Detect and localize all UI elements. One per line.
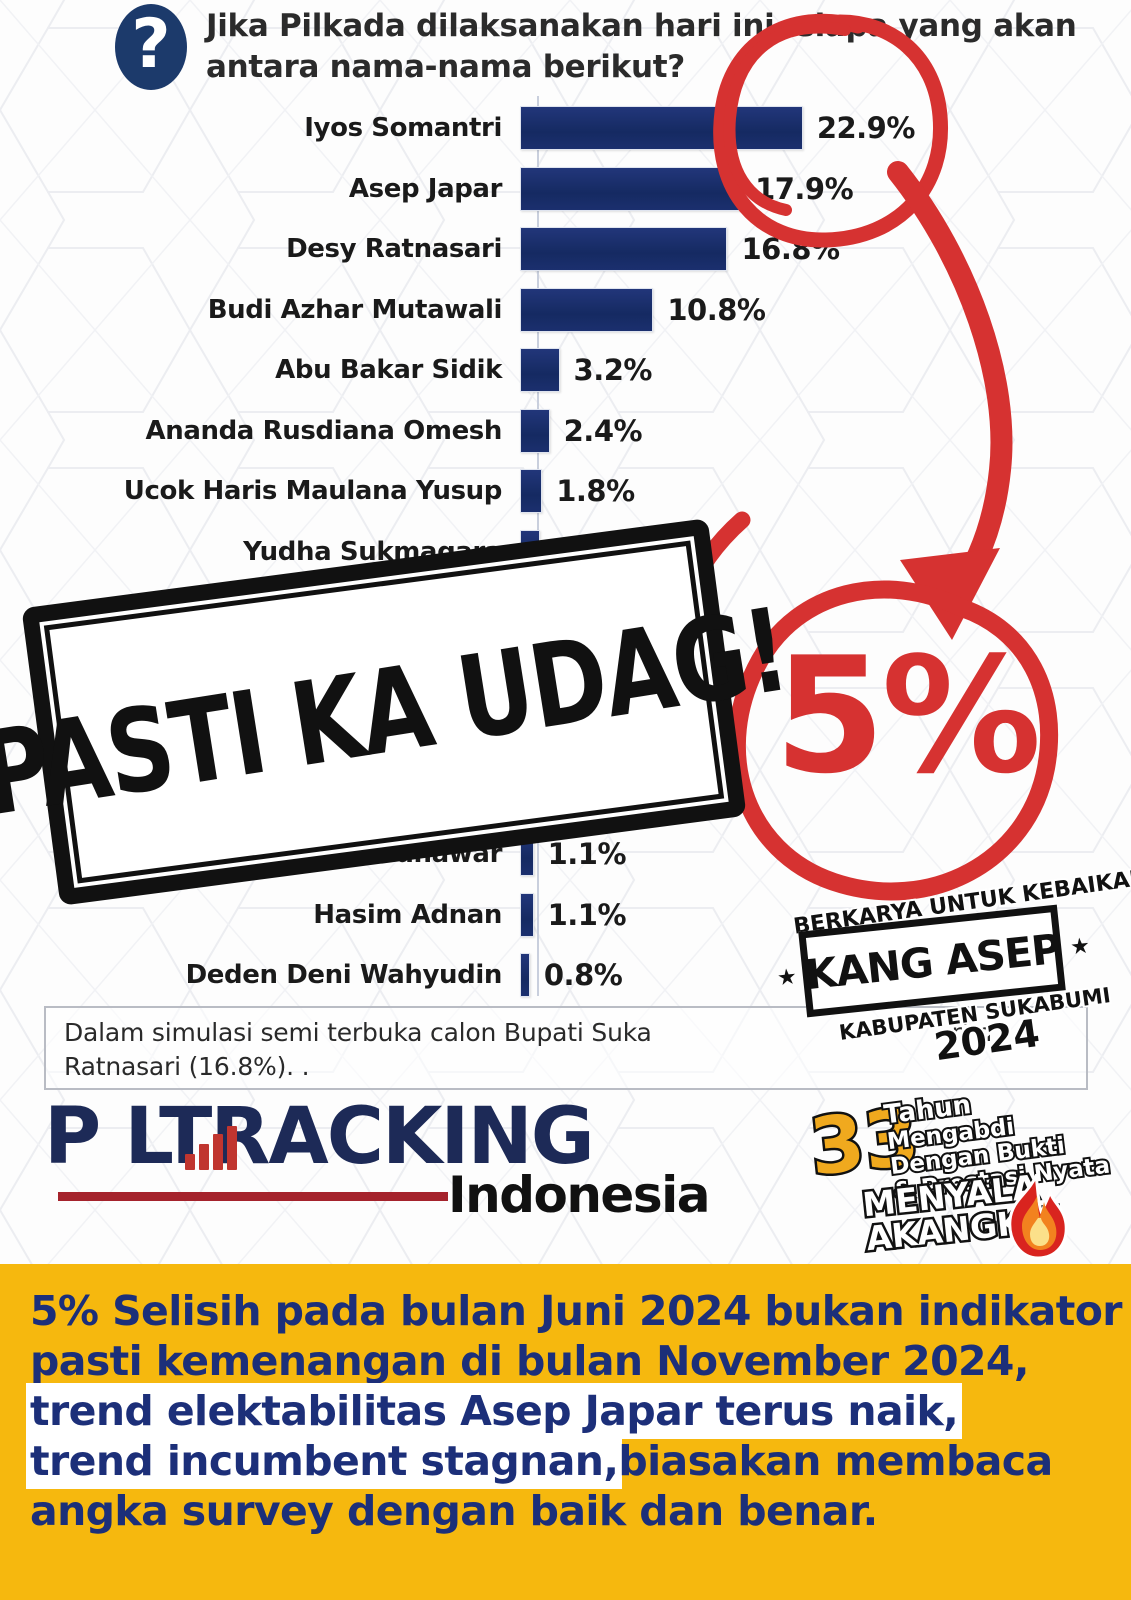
footnote-box: Dalam simulasi semi terbuka calon Bupati…: [44, 1006, 1088, 1090]
poltracking-wordmark: P LTRACKING: [44, 1092, 595, 1182]
question-mark-icon: ?: [112, 2, 190, 94]
star-icon-left: ★: [775, 963, 798, 991]
caption-line-5: angka survey dengan baik dan benar.: [30, 1487, 878, 1536]
bar-fill: [520, 287, 654, 332]
bar-category-label: Asep Japar: [348, 173, 502, 204]
bar-value-label: 10.8%: [667, 292, 766, 327]
bar-row: Ananda Rusdiana Omesh 2.4%: [0, 401, 1131, 462]
five-percent-annotation: 5%: [774, 622, 1042, 809]
bar-row: Hasim Adnan 1.1%: [0, 885, 1131, 946]
bar-value-label: 22.9%: [816, 111, 916, 146]
bar-track: 0.8%: [520, 953, 623, 998]
bar-row: Budi Azhar Mutawali 10.8%: [0, 280, 1131, 341]
bar-track: 2.4%: [520, 408, 643, 453]
caption-line-3: trend elektabilitas Asep Japar terus nai…: [30, 1386, 1101, 1436]
bar-category-label: Desy Ratnasari: [286, 234, 502, 265]
bar-track: 22.9%: [520, 106, 916, 151]
caption-line-3-text: trend elektabilitas Asep Japar terus nai…: [30, 1387, 959, 1436]
poltracking-bars-icon: [185, 1126, 237, 1170]
footnote-line-1: Dalam simulasi semi terbuka calon Bupati…: [64, 1018, 992, 1047]
bar-fill: [520, 348, 560, 393]
pasti-ka-udag-stamp: PASTI KA UDAG!: [0, 518, 795, 906]
survey-question: ? Jika Pilkada dilaksanakan hari ini, si…: [112, 2, 1122, 98]
caption-line-4b-text: biasakan membaca: [618, 1437, 1053, 1486]
poltracking-underline: [58, 1192, 448, 1201]
bar-category-label: Abu Bakar Sidik: [275, 355, 502, 386]
bar-category-label: Ananda Rusdiana Omesh: [145, 415, 503, 446]
bar-track: 17.9%: [520, 166, 854, 211]
caption-line-1: 5% Selisih pada bulan Juni 2024 bukan in…: [30, 1287, 1123, 1335]
caption-line-4: trend incumbent stagnan,biasakan membaca: [30, 1436, 1101, 1486]
poltracking-indonesia: Indonesia: [448, 1166, 711, 1224]
bar-row: Iyos Somantri 22.9%: [0, 98, 1131, 159]
bar-track: 3.2%: [520, 348, 653, 393]
kang-asep-badge: BERKARYA UNTUK KEBAIKAN ★ KANG ASEP ★ KA…: [776, 863, 1131, 1071]
bar-fill: [520, 469, 543, 514]
bar-fill: [520, 166, 742, 211]
bar-fill: [520, 227, 728, 272]
poltracking-logo: P LTRACKING Indonesia: [44, 1092, 764, 1230]
tahun-badge: 33 Tahun Mengabdi Dengan Bukti & Prestas…: [803, 1078, 1113, 1260]
bar-fill: [520, 953, 530, 998]
bar-track: 16.8%: [520, 227, 840, 272]
bar-value-label: 1.1%: [547, 837, 627, 872]
bar-fill: [520, 408, 550, 453]
bar-value-label: 2.4%: [563, 413, 643, 448]
bar-value-label: 1.1%: [547, 897, 627, 932]
question-line-1: Jika Pilkada dilaksanakan hari ini, siap…: [206, 8, 1077, 44]
caption-line-2: pasti kemenangan di bulan November 2024,: [30, 1337, 1029, 1386]
footnote-line-2: Ratnasari (16.8%). .: [64, 1051, 310, 1081]
bar-row: Asep Japar 17.9%: [0, 159, 1131, 220]
caption-banner: 5% Selisih pada bulan Juni 2024 bukan in…: [0, 1264, 1131, 1600]
bar-track: 10.8%: [520, 287, 766, 332]
bar-row: Deden Deni Wahyudin 0.8%: [0, 945, 1131, 1006]
footnote-right-fragment: ri n: [951, 1018, 992, 1047]
bar-category-label: Ucok Haris Maulana Yusup: [123, 476, 503, 507]
caption-line-4a-text: trend incumbent stagnan,: [30, 1437, 619, 1486]
bar-category-label: Iyos Somantri: [304, 113, 502, 144]
bar-fill: [520, 106, 803, 151]
flame-icon: [1008, 1174, 1068, 1260]
bar-category-label: Deden Deni Wahyudin: [185, 960, 503, 991]
bar-value-label: 1.8%: [556, 474, 635, 509]
bar-track: 1.1%: [520, 892, 627, 937]
bar-row: Desy Ratnasari 16.8%: [0, 219, 1131, 280]
bar-value-label: 17.9%: [755, 171, 854, 206]
question-line-2: antara nama-nama berikut?: [206, 49, 685, 86]
star-icon-right: ★: [1068, 933, 1091, 961]
bar-row: Ucok Haris Maulana Yusup 1.8%: [0, 461, 1131, 522]
bar-category-label: Hasim Adnan: [313, 899, 502, 930]
bar-value-label: 16.8%: [741, 232, 840, 267]
bar-value-label: 0.8%: [543, 958, 623, 993]
bar-category-label: Budi Azhar Mutawali: [207, 294, 503, 325]
kang-asep-name-text: KANG ASEP: [803, 924, 1063, 1000]
question-text: Jika Pilkada dilaksanakan hari ini, siap…: [206, 2, 1122, 88]
bar-track: 1.8%: [520, 469, 635, 514]
bar-fill: [520, 892, 534, 937]
bar-row: Abu Bakar Sidik 3.2%: [0, 340, 1131, 401]
bar-value-label: 3.2%: [573, 353, 653, 388]
